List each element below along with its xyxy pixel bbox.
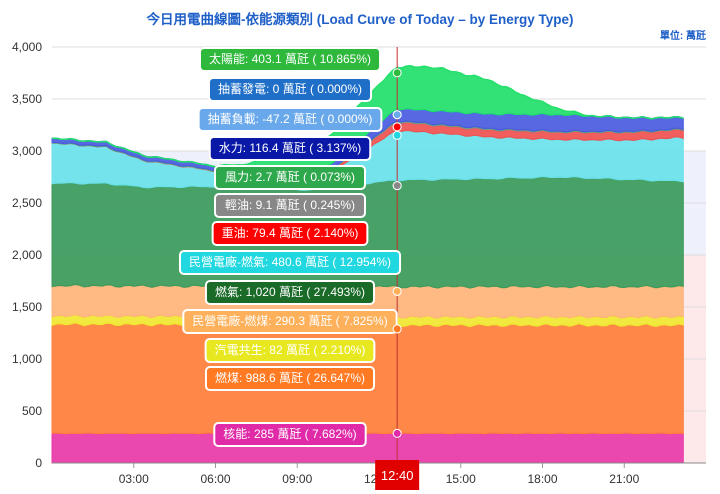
crosshair-marker [392,428,402,438]
tooltip-text: 燃氣: 1,020 萬瓩 ( 27.493%) [215,284,365,299]
x-tick-label: 03:00 [119,472,149,486]
crosshair-marker [392,324,402,334]
tooltip-box [208,136,372,161]
x-tick-label: 21:00 [609,472,639,486]
tooltip-text: 民營電廠-燃煤: 290.3 萬瓩 ( 7.825%) [192,313,387,328]
tooltip-box [197,107,383,132]
tooltip-box [182,309,398,334]
tooltip-box [204,366,376,391]
tooltip-text: 民營電廠-燃氣: 480.6 萬瓩 ( 12.954%) [189,254,391,269]
tooltip-text: 汽電共生: 82 萬瓩 ( 2.210%) [215,342,366,357]
tooltip-box [213,422,367,447]
crosshair-marker [392,68,402,78]
tooltip-text: 太陽能: 403.1 萬瓩 ( 10.865%) [209,51,371,66]
tooltips: 太陽能: 403.1 萬瓩 ( 10.865%) 抽蓄發電: 0 萬瓩 ( 0.0… [178,47,402,447]
y-tick-label: 3,000 [12,144,42,158]
tooltip-box [211,221,369,246]
x-tick-label: 15:00 [446,472,476,486]
y-tick-label: 500 [22,404,42,418]
crosshair-marker [392,286,402,296]
chart-title: 今日用電曲線圖-依能源類別 (Load Curve of Today – by … [146,12,574,27]
tooltip-text: 核能: 285 萬瓩 ( 7.682%) [223,427,356,441]
tooltip-box [204,280,376,305]
area-series [51,432,684,464]
tooltip-box [204,338,376,363]
y-tick-label: 0 [35,456,42,470]
y-tick-label: 2,500 [12,196,42,210]
tooltip-box [198,47,382,72]
y-tick-label: 1,500 [12,300,42,314]
y-tick-label: 2,000 [12,248,42,262]
crosshair-marker [392,181,402,191]
unit-label: 單位: 萬瓩 [659,31,706,42]
tooltip-box [214,165,366,190]
tooltip-text: 抽蓄負載: -47.2 萬瓩 ( 0.000%) [208,112,373,126]
current-time-badge [375,460,420,490]
tooltip-text: 重油: 79.4 萬瓩 ( 2.140%) [222,226,359,240]
tooltip-text: 抽蓄發電: 0 萬瓩 ( 0.000%) [218,81,362,96]
tooltip-box [207,77,373,102]
tooltip-box [214,193,366,218]
y-tick-label: 3,500 [12,92,42,106]
y-tick-label: 4,000 [12,40,42,54]
x-tick-label: 09:00 [282,472,312,486]
tooltip-text: 風力: 2.7 萬瓩 ( 0.073%) [225,170,355,184]
x-tick-label: 06:00 [200,472,230,486]
x-tick-label: 18:00 [527,472,557,486]
y-tick-label: 1,000 [12,352,42,366]
crosshair-marker [392,122,402,132]
tooltip-text: 水力: 116.4 萬瓩 ( 3.137%) [219,141,362,155]
tooltip-box [178,250,402,275]
current-time-label: 12:40 [381,468,414,483]
tooltip-text: 燃煤: 988.6 萬瓩 ( 26.647%) [215,370,365,385]
crosshair-marker [392,130,402,140]
crosshair-marker [392,110,402,120]
tooltip-text: 輕油: 9.1 萬瓩 ( 0.245%) [225,198,355,212]
